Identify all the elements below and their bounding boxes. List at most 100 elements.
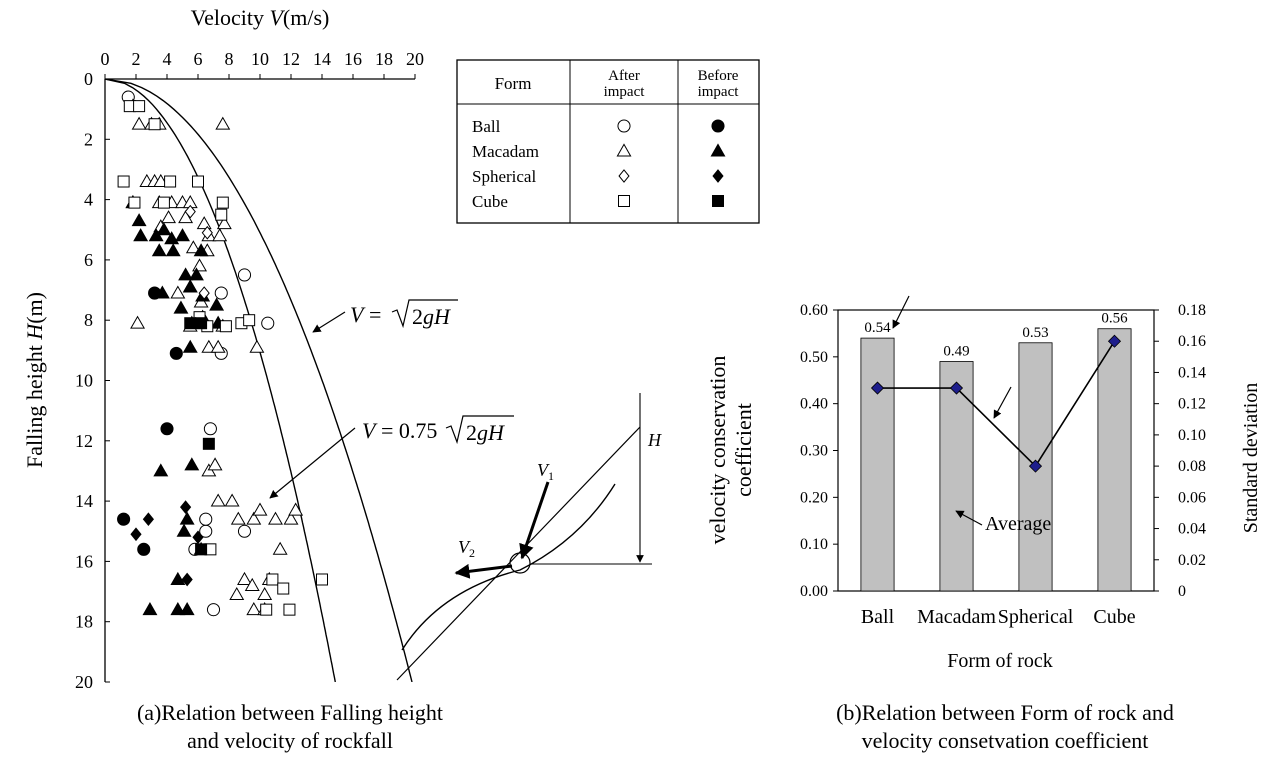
- chart-b-line-pointer: [993, 386, 1012, 419]
- y-tick-label: 20: [75, 672, 93, 692]
- inset-v2-label: V2: [458, 537, 475, 560]
- data-point-triangle-open: [196, 216, 212, 230]
- chart-a-x-ticks: 0 2 4 6 8 10 12 14 16 18 20: [101, 49, 424, 79]
- chart-b-y-axis-title-2: coefficient: [731, 403, 756, 497]
- y-tick-label: 18: [75, 612, 93, 632]
- data-point-square-open: [219, 320, 232, 333]
- data-point-diamond-open: [184, 204, 196, 219]
- data-point-triangle-open: [246, 602, 262, 616]
- data-point-circle-filled: [117, 512, 131, 526]
- right-tick-label: 0: [1178, 583, 1186, 600]
- curve-b-label-pointer: [269, 427, 356, 499]
- chart-b-y2-axis-title: Standard deviation: [1240, 383, 1262, 534]
- legend-before-cube: [712, 195, 724, 207]
- chart-a-y-axis-title: Falling height H(m): [22, 292, 47, 468]
- legend-header-after: After: [608, 68, 640, 84]
- impact-inset-diagram: H V1 V2: [396, 393, 662, 681]
- data-point-triangle-open: [161, 210, 177, 224]
- right-tick-label: 0.04: [1178, 521, 1206, 538]
- y-tick-label: 14: [75, 491, 93, 511]
- data-point-triangle-filled: [176, 523, 192, 537]
- data-point-square-open: [277, 582, 290, 595]
- right-tick-label: 0.14: [1178, 364, 1206, 381]
- inset-trajectory: [401, 483, 616, 651]
- data-point-triangle-filled: [133, 228, 149, 242]
- legend-header-after-2: impact: [604, 84, 646, 100]
- y-tick-label: 12: [75, 431, 93, 451]
- chart-b-right-ticks: 0 0.02 0.04 0.06 0.08 0.10 0.12 0.14 0.16 0.18: [1154, 302, 1206, 600]
- curve-v-sqrt-2gh: [105, 79, 413, 682]
- category-label-spherical: Spherical: [998, 606, 1074, 628]
- data-point-square-filled: [195, 317, 208, 330]
- data-point-triangle-open: [249, 339, 265, 353]
- x-tick-label: 0: [101, 49, 110, 69]
- chart-a-y-ticks: 0 2 4 6 8 10 12 14 16 18 20: [75, 69, 110, 692]
- x-tick-label: 4: [163, 49, 172, 69]
- x-tick-label: 6: [194, 49, 203, 69]
- legend-header-form: Form: [495, 74, 532, 93]
- data-point-triangle-open: [229, 586, 245, 601]
- data-point-square-open: [157, 196, 170, 209]
- legend-header-before-2: impact: [698, 84, 740, 100]
- data-point-square-open: [216, 196, 229, 209]
- data-point-triangle-open: [201, 339, 217, 353]
- right-tick-label: 0.02: [1178, 552, 1206, 569]
- data-point-triangle-filled: [193, 243, 209, 257]
- svg-text:V =: V =: [350, 302, 381, 327]
- data-point-triangle-open: [257, 586, 273, 601]
- data-point-square-filled: [195, 543, 208, 556]
- caption-a-line-1: (a)Relation between Falling height: [136, 700, 444, 725]
- chart-b-left-ticks: 0.00 0.10 0.20 0.30 0.40 0.50 0.60: [800, 302, 838, 600]
- std-point-spherical: [1028, 459, 1043, 473]
- chart-b-x-axis-title: Form of rock: [947, 650, 1053, 672]
- data-point-triangle-open: [237, 571, 252, 585]
- legend-before-spherical: [712, 169, 724, 183]
- left-tick-label: 0.30: [800, 443, 828, 460]
- y-tick-label: 6: [84, 250, 93, 270]
- data-point-square-open: [260, 603, 273, 616]
- data-point-triangle-filled: [170, 602, 186, 616]
- y-tick-label: 4: [84, 190, 93, 210]
- data-point-square-filled: [202, 437, 215, 450]
- data-point-square-open: [164, 175, 177, 188]
- data-point-triangle-filled: [153, 463, 169, 477]
- legend-before-ball: [711, 119, 725, 133]
- caption-b: (b)Relation between Form of rock and vel…: [795, 699, 1215, 755]
- data-point-triangle-open: [210, 339, 226, 353]
- legend-before-macadam: [710, 143, 726, 157]
- chart-a: Velocity V(m/s) 0 2 4 6 8 10 12 14 16 18 20 024681…: [22, 5, 760, 692]
- chart-b-bars: 0.54 0.49 0.53 0.56: [860, 311, 1132, 592]
- data-point-triangle-filled: [154, 285, 170, 299]
- data-point-triangle-filled: [179, 511, 195, 525]
- x-tick-label: 20: [406, 49, 424, 69]
- bar-ball: [860, 337, 895, 592]
- data-point-triangle-open: [210, 493, 226, 507]
- legend-form-macadam: Macadam: [472, 142, 539, 161]
- data-point-triangle-filled: [131, 213, 147, 227]
- data-point-triangle-filled: [209, 297, 225, 311]
- inset-v2-arrow: [454, 563, 513, 579]
- legend-after-cube: [618, 195, 630, 207]
- data-point-triangle-open: [215, 116, 231, 130]
- data-point-circle-filled: [169, 346, 183, 360]
- curve-label-075: V = 0.75 2gH: [362, 415, 514, 445]
- data-point-triangle-open: [192, 258, 208, 272]
- x-tick-label: 12: [282, 49, 300, 69]
- y-tick-label: 2: [84, 129, 93, 149]
- std-point-ball: [870, 381, 885, 395]
- legend-after-macadam: [616, 143, 632, 157]
- data-point-circle-filled: [160, 422, 174, 436]
- data-point-triangle-open: [283, 511, 299, 525]
- data-point-triangle-open: [178, 210, 194, 224]
- legend-form-ball: Ball: [472, 117, 501, 136]
- inset-v1-label: V1: [537, 460, 554, 483]
- category-label-cube: Cube: [1093, 606, 1135, 628]
- caption-a-line-2: and velocity of rockfall: [187, 728, 393, 753]
- category-label-ball: Ball: [861, 606, 895, 628]
- chart-a-data-points: [117, 90, 328, 617]
- data-point-square-open: [148, 118, 161, 131]
- bar-value-label: 0.56: [1101, 311, 1128, 327]
- data-point-triangle-filled: [165, 243, 181, 257]
- data-point-triangle-open: [268, 511, 283, 525]
